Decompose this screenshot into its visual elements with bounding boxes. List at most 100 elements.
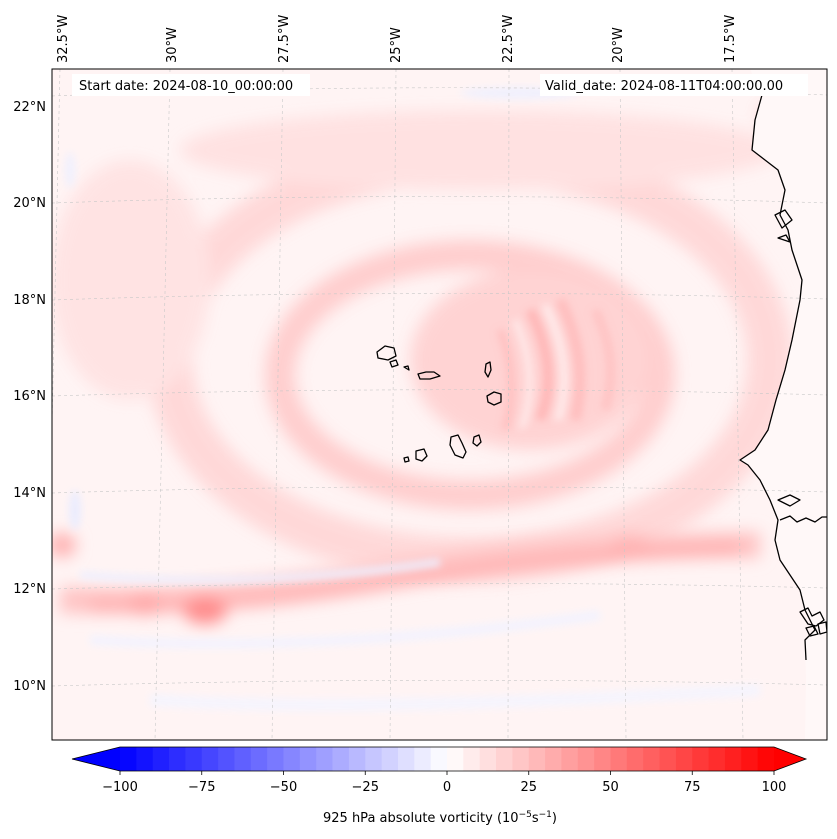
coastlines xyxy=(376,94,827,661)
colorbar-cell xyxy=(365,747,382,771)
island-maio xyxy=(472,434,482,447)
gridlines xyxy=(52,69,827,740)
wave-streak xyxy=(525,307,553,422)
lon-label: 17.5°W xyxy=(723,15,738,63)
vorticity-max-south xyxy=(183,596,227,624)
colorbar-tick-label: −50 xyxy=(270,780,297,795)
coastline-africa-islands xyxy=(779,515,827,523)
colorbar-cell xyxy=(741,747,759,771)
colorbar-cell xyxy=(479,747,497,771)
negative-vorticity-streak xyxy=(149,684,761,712)
colorbar-cell xyxy=(152,747,170,771)
colorbar-label: 925 hPa absolute vorticity (10−5s−1) xyxy=(323,810,557,826)
island-santa-luzia xyxy=(403,365,410,371)
start-date-box xyxy=(72,74,310,96)
colorbar-ticks: −100 −75 −50 −25 0 25 50 75 100 xyxy=(102,771,786,795)
vorticity-patch-west xyxy=(52,533,76,557)
colorbar-cell xyxy=(496,747,513,771)
colorbar-cell xyxy=(561,747,579,771)
longitude-labels: 32.5°W 30°W 27.5°W 25°W 22.5°W 20°W 17.5… xyxy=(56,15,738,63)
colorbar-cell xyxy=(512,747,530,771)
coastline-river-inlet xyxy=(774,209,793,229)
wave-streak xyxy=(590,307,616,412)
colorbar: −100 −75 −50 −25 0 25 50 75 100 925 hPa absolute… xyxy=(71,746,808,826)
vorticity-field xyxy=(52,69,827,740)
island-santo-antao xyxy=(376,345,397,361)
colorbar-cell xyxy=(234,747,252,771)
lat-label: 12°N xyxy=(13,582,46,597)
gridline-lon xyxy=(619,69,627,740)
island-fogo xyxy=(415,448,428,462)
lon-label: 27.5°W xyxy=(277,15,292,63)
land-area-africa xyxy=(740,69,827,740)
island-boa-vista xyxy=(486,391,502,406)
gridline-lon xyxy=(271,69,284,740)
gridline-lat xyxy=(52,196,827,204)
gridline-lat xyxy=(52,486,827,494)
colorbar-cell xyxy=(708,747,726,771)
colorbar-cell xyxy=(610,747,628,771)
island-santiago xyxy=(449,434,467,459)
colorbar-cell xyxy=(348,747,366,771)
island-sao-vicente xyxy=(389,359,399,368)
colorbar-cell xyxy=(332,747,350,771)
colorbar-cell xyxy=(299,747,317,771)
colorbar-cell xyxy=(545,747,562,771)
colorbar-tick-label: −100 xyxy=(102,780,138,795)
gridline-lon xyxy=(154,69,171,740)
lon-label: 32.5°W xyxy=(56,15,71,63)
colorbar-cell xyxy=(414,747,432,771)
wave-streak xyxy=(496,328,516,432)
coastline-river-inlet xyxy=(777,234,791,243)
colorbar-cell xyxy=(626,747,644,771)
colorbar-tick-label: 25 xyxy=(520,780,537,795)
colorbar-cell xyxy=(757,747,775,771)
colorbar-cell xyxy=(218,747,235,771)
colorbar-tick-label: 0 xyxy=(443,780,451,795)
colorbar-cell xyxy=(397,747,415,771)
colorbar-cell xyxy=(381,747,399,771)
colorbar-tick-label: 75 xyxy=(684,780,701,795)
vorticity-north-arc xyxy=(180,110,780,190)
island-brava xyxy=(403,456,410,463)
vorticity-max-south-2 xyxy=(127,595,163,615)
island-sao-nicolau xyxy=(417,371,441,380)
gridline-lat xyxy=(52,582,827,590)
colorbar-cell xyxy=(447,747,464,771)
colorbar-tick-label: −25 xyxy=(352,780,379,795)
gridline-lat xyxy=(52,292,827,301)
colorbar-extend-low xyxy=(72,747,120,771)
wave-streak-light xyxy=(542,303,567,421)
negative-vorticity-patch xyxy=(65,152,75,188)
coastline-bijagos xyxy=(805,625,819,637)
vorticity-ring-inner xyxy=(265,240,675,510)
colorbar-cell xyxy=(594,747,611,771)
colorbar-cell xyxy=(692,747,709,771)
coastline-gambia xyxy=(777,494,801,507)
lat-label: 10°N xyxy=(13,679,46,694)
negative-vorticity-streak xyxy=(79,558,441,585)
colorbar-cells xyxy=(120,747,775,771)
colorbar-cell xyxy=(185,747,203,771)
lon-label: 20°W xyxy=(611,27,626,63)
colorbar-cell xyxy=(267,747,284,771)
coastline-africa xyxy=(739,94,816,661)
coastline-bijagos xyxy=(817,621,827,635)
island-sal xyxy=(484,361,492,378)
colorbar-cell xyxy=(643,747,660,771)
colorbar-cell xyxy=(675,747,693,771)
colorbar-cell xyxy=(430,747,448,771)
colorbar-cell xyxy=(577,747,595,771)
colorbar-tick-label: −75 xyxy=(188,780,215,795)
colorbar-cell xyxy=(659,747,677,771)
lat-label: 18°N xyxy=(13,293,46,308)
colorbar-cell xyxy=(316,747,333,771)
map-frame xyxy=(51,68,828,741)
lon-label: 22.5°W xyxy=(501,15,516,63)
colorbar-cell xyxy=(250,747,268,771)
latitude-labels: 22°N 20°N 18°N 16°N 14°N 12°N 10°N xyxy=(13,100,46,694)
colorbar-extend-high xyxy=(774,747,806,771)
colorbar-cell xyxy=(169,747,186,771)
valid-date-box xyxy=(540,74,808,96)
wave-streak xyxy=(555,297,585,422)
